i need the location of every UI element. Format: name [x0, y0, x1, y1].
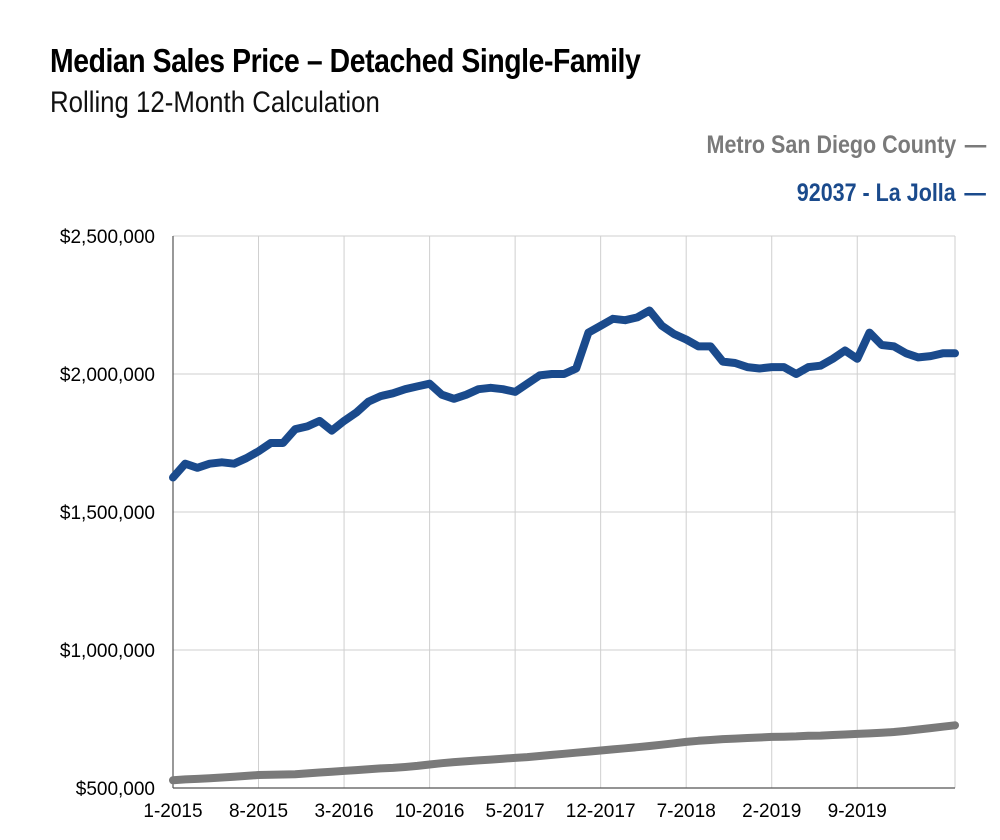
x-tick-label: 5-2017: [486, 801, 545, 822]
legend-label-la-jolla: 92037 - La Jolla: [796, 179, 956, 207]
series-line-metro: [169, 721, 959, 785]
y-tick-label: $500,000: [76, 779, 155, 800]
chart-subtitle: Rolling 12-Month Calculation: [50, 86, 380, 119]
legend-swatch-la-jolla: —: [964, 179, 987, 207]
legend-item-la-jolla: 92037 - La Jolla —: [797, 179, 986, 208]
legend-label-metro: Metro San Diego County: [706, 131, 956, 159]
x-tick-label: 1-2015: [143, 801, 202, 822]
series-line-la-jolla: [169, 306, 959, 482]
chart-title: Median Sales Price – Detached Single-Fam…: [50, 42, 641, 79]
x-tick-label: 3-2016: [314, 801, 373, 822]
x-tick-label: 2-2019: [742, 801, 801, 822]
x-tick-label: 10-2016: [395, 801, 465, 822]
y-tick-label: $1,000,000: [60, 641, 155, 662]
y-tick-label: $2,000,000: [60, 365, 155, 386]
x-tick-label: 7-2018: [657, 801, 716, 822]
legend-item-metro: Metro San Diego County —: [706, 131, 986, 160]
y-tick-label: $2,500,000: [60, 227, 155, 248]
x-tick-label: 12-2017: [566, 801, 636, 822]
y-tick-label: $1,500,000: [60, 503, 155, 524]
x-tick-label: 9-2019: [828, 801, 887, 822]
x-tick-label: 8-2015: [229, 801, 288, 822]
legend-swatch-metro: —: [964, 131, 987, 159]
